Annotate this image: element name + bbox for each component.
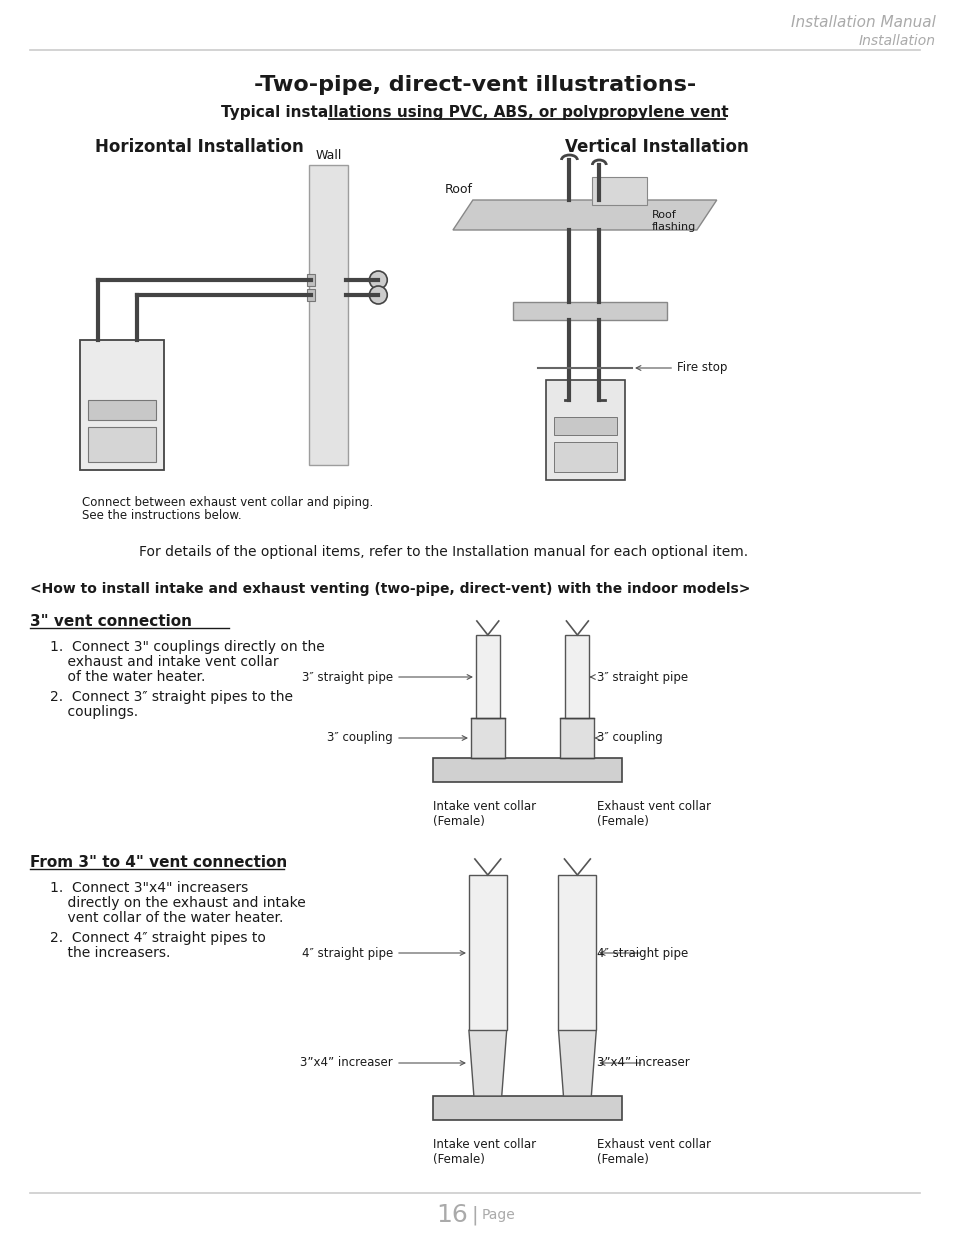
Bar xyxy=(88,400,156,420)
Text: 3″ straight pipe: 3″ straight pipe xyxy=(590,671,688,683)
Bar xyxy=(553,417,617,435)
Text: Roof
flashing: Roof flashing xyxy=(652,210,696,232)
Bar xyxy=(476,635,499,718)
Text: 3”x4” increaser: 3”x4” increaser xyxy=(597,1056,689,1070)
Bar xyxy=(545,380,624,480)
Text: From 3" to 4" vent connection: From 3" to 4" vent connection xyxy=(30,855,287,869)
Text: |: | xyxy=(472,1205,478,1225)
Bar xyxy=(306,289,314,301)
Text: Installation Manual: Installation Manual xyxy=(790,15,935,30)
Bar xyxy=(468,876,506,1030)
Bar xyxy=(560,718,594,758)
Text: exhaust and intake vent collar: exhaust and intake vent collar xyxy=(50,655,278,669)
Text: directly on the exhaust and intake: directly on the exhaust and intake xyxy=(50,897,305,910)
Text: Horizontal Installation: Horizontal Installation xyxy=(94,138,303,156)
Polygon shape xyxy=(468,1030,506,1095)
Text: Fire stop: Fire stop xyxy=(636,362,726,374)
Text: -Two-pipe, direct-vent illustrations-: -Two-pipe, direct-vent illustrations- xyxy=(253,75,696,95)
Polygon shape xyxy=(453,200,716,230)
Bar xyxy=(592,177,646,205)
Text: Typical installations using PVC, ABS, or polypropylene vent: Typical installations using PVC, ABS, or… xyxy=(221,105,728,120)
Bar xyxy=(308,165,348,466)
Bar xyxy=(471,718,504,758)
Text: 3″ coupling: 3″ coupling xyxy=(594,731,662,745)
Text: See the instructions below.: See the instructions below. xyxy=(82,509,241,522)
Text: Wall: Wall xyxy=(315,149,341,162)
Text: 4″ straight pipe: 4″ straight pipe xyxy=(302,946,464,960)
Text: 2.  Connect 4″ straight pipes to: 2. Connect 4″ straight pipes to xyxy=(50,931,265,945)
Text: Intake vent collar
(Female): Intake vent collar (Female) xyxy=(433,1137,536,1166)
Text: 3" vent connection: 3" vent connection xyxy=(30,614,192,629)
Text: Exhaust vent collar
(Female): Exhaust vent collar (Female) xyxy=(597,1137,711,1166)
Bar xyxy=(306,274,314,287)
Bar xyxy=(553,442,617,472)
Bar xyxy=(558,876,596,1030)
Text: 2.  Connect 3″ straight pipes to the: 2. Connect 3″ straight pipes to the xyxy=(50,690,293,704)
Text: 16: 16 xyxy=(436,1203,467,1228)
Text: Page: Page xyxy=(481,1208,515,1221)
Circle shape xyxy=(369,270,387,289)
Text: Vertical Installation: Vertical Installation xyxy=(564,138,748,156)
Text: 3”x4” increaser: 3”x4” increaser xyxy=(300,1056,464,1070)
Text: For details of the optional items, refer to the Installation manual for each opt: For details of the optional items, refer… xyxy=(139,545,748,559)
Text: vent collar of the water heater.: vent collar of the water heater. xyxy=(50,911,283,925)
Bar xyxy=(565,635,589,718)
Text: Connect between exhaust vent collar and piping.: Connect between exhaust vent collar and … xyxy=(82,496,373,509)
Text: couplings.: couplings. xyxy=(50,705,138,719)
Text: 4″ straight pipe: 4″ straight pipe xyxy=(597,946,688,960)
Text: 1.  Connect 3" couplings directly on the: 1. Connect 3" couplings directly on the xyxy=(50,640,324,655)
Bar xyxy=(433,758,621,782)
Polygon shape xyxy=(558,1030,596,1095)
Bar xyxy=(433,1095,621,1120)
Text: Exhaust vent collar
(Female): Exhaust vent collar (Female) xyxy=(597,800,711,827)
Bar xyxy=(88,427,156,462)
Text: of the water heater.: of the water heater. xyxy=(50,671,205,684)
Bar xyxy=(512,303,666,320)
Text: <How to install intake and exhaust venting (two-pipe, direct-vent) with the indo: <How to install intake and exhaust venti… xyxy=(30,582,749,597)
Text: the increasers.: the increasers. xyxy=(50,946,170,960)
Text: 3″ straight pipe: 3″ straight pipe xyxy=(302,671,472,683)
Circle shape xyxy=(369,287,387,304)
Text: 1.  Connect 3"x4" increasers: 1. Connect 3"x4" increasers xyxy=(50,881,248,895)
Text: 3″ coupling: 3″ coupling xyxy=(327,731,466,745)
Text: Intake vent collar
(Female): Intake vent collar (Female) xyxy=(433,800,536,827)
Text: Installation: Installation xyxy=(858,35,935,48)
Bar xyxy=(79,340,164,471)
Text: Roof: Roof xyxy=(444,183,473,196)
